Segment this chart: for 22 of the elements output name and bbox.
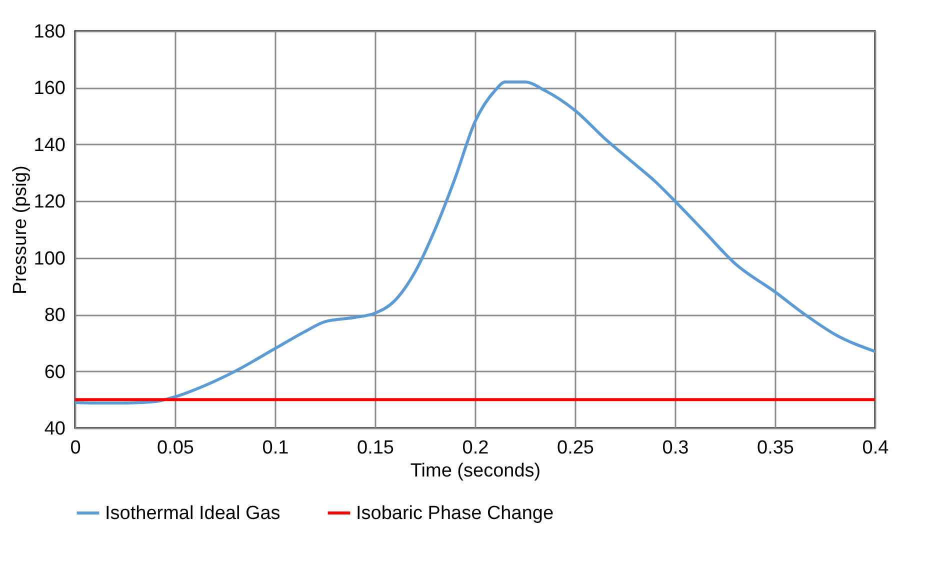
y-tick-label: 160 [34, 78, 66, 100]
y-tick-label: 100 [34, 248, 66, 270]
y-tick-label: 60 [44, 362, 66, 383]
x-tick-label: 0.2 [462, 438, 489, 458]
legend-label: Isobaric Phase Change [356, 503, 554, 524]
x-tick-label: 0.4 [862, 438, 890, 458]
x-axis-title: Time (seconds) [410, 460, 541, 482]
y-axis-title: Pressure (psig) [10, 166, 31, 294]
y-tick-label: 120 [34, 192, 66, 213]
legend-label: Isothermal Ideal Gas [105, 503, 280, 524]
y-tick-label: 140 [34, 134, 66, 156]
y-tick-label: 40 [44, 418, 66, 440]
x-tick-label: 0.3 [662, 438, 689, 458]
y-tick-label: 180 [34, 22, 66, 42]
line-series [75, 80, 875, 405]
x-tick-label: 0 [70, 438, 81, 458]
x-tick-label: 0.05 [157, 438, 194, 458]
x-tick-label: 0.15 [357, 438, 394, 458]
x-tick-label: 0.35 [757, 438, 794, 458]
x-tick-label: 0.1 [262, 438, 289, 458]
y-tick-label: 80 [44, 305, 66, 326]
x-tick-label: 0.25 [557, 438, 594, 458]
